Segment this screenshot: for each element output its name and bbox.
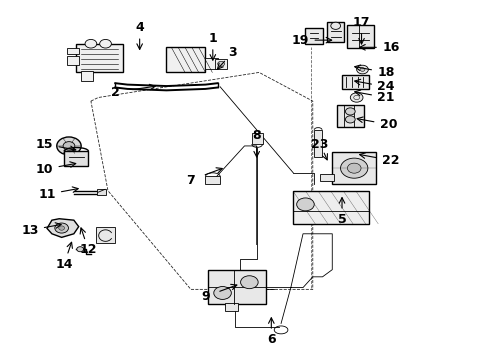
Text: 24: 24 <box>376 80 394 93</box>
Text: 12: 12 <box>80 243 97 256</box>
Circle shape <box>213 287 231 300</box>
Bar <box>97 189 106 195</box>
Bar <box>225 303 237 311</box>
Text: 20: 20 <box>379 118 396 131</box>
Text: 22: 22 <box>381 154 399 167</box>
Polygon shape <box>47 219 79 237</box>
Text: 16: 16 <box>381 41 399 54</box>
Text: 6: 6 <box>266 333 275 346</box>
Text: 2: 2 <box>111 86 120 99</box>
Bar <box>336 105 363 127</box>
Text: 15: 15 <box>36 138 53 150</box>
Text: 11: 11 <box>38 188 56 201</box>
Bar <box>341 75 368 89</box>
Bar <box>207 270 266 304</box>
Bar <box>251 134 262 144</box>
Bar <box>314 130 322 157</box>
Text: 7: 7 <box>186 174 195 186</box>
Text: 19: 19 <box>291 33 308 47</box>
Circle shape <box>359 68 364 71</box>
Circle shape <box>346 163 360 173</box>
Circle shape <box>59 226 64 230</box>
Bar <box>81 71 93 81</box>
Bar <box>327 22 344 42</box>
Circle shape <box>55 223 68 233</box>
Circle shape <box>345 108 354 115</box>
Text: 21: 21 <box>376 91 394 104</box>
Text: 5: 5 <box>337 213 346 226</box>
Text: 17: 17 <box>352 16 369 29</box>
Bar <box>66 48 79 54</box>
Circle shape <box>356 65 367 74</box>
Circle shape <box>240 276 258 289</box>
Bar <box>293 192 368 224</box>
Text: 18: 18 <box>376 66 394 79</box>
Text: 13: 13 <box>21 224 39 237</box>
Circle shape <box>100 40 111 48</box>
Text: 8: 8 <box>252 129 261 142</box>
Bar <box>331 152 375 184</box>
Text: 10: 10 <box>36 163 53 176</box>
Bar <box>166 47 205 72</box>
Text: 23: 23 <box>311 138 328 150</box>
Circle shape <box>77 247 83 252</box>
Circle shape <box>340 158 367 178</box>
Text: 4: 4 <box>135 21 144 34</box>
Bar <box>96 227 115 243</box>
Circle shape <box>57 137 81 155</box>
Circle shape <box>345 116 354 123</box>
Bar <box>66 56 79 65</box>
Circle shape <box>296 198 314 211</box>
Circle shape <box>330 22 340 30</box>
Text: 14: 14 <box>55 258 73 271</box>
Bar <box>64 151 88 166</box>
Bar <box>76 44 122 72</box>
Bar <box>205 176 220 184</box>
Circle shape <box>217 61 224 66</box>
Circle shape <box>85 40 97 48</box>
Text: 3: 3 <box>227 46 236 59</box>
Bar <box>320 174 333 181</box>
Circle shape <box>63 141 75 150</box>
Bar <box>346 25 373 48</box>
Bar <box>305 28 322 44</box>
Text: 9: 9 <box>201 290 209 303</box>
Bar <box>215 59 227 69</box>
Bar <box>205 58 217 69</box>
Circle shape <box>349 93 362 102</box>
Text: 1: 1 <box>208 32 217 45</box>
